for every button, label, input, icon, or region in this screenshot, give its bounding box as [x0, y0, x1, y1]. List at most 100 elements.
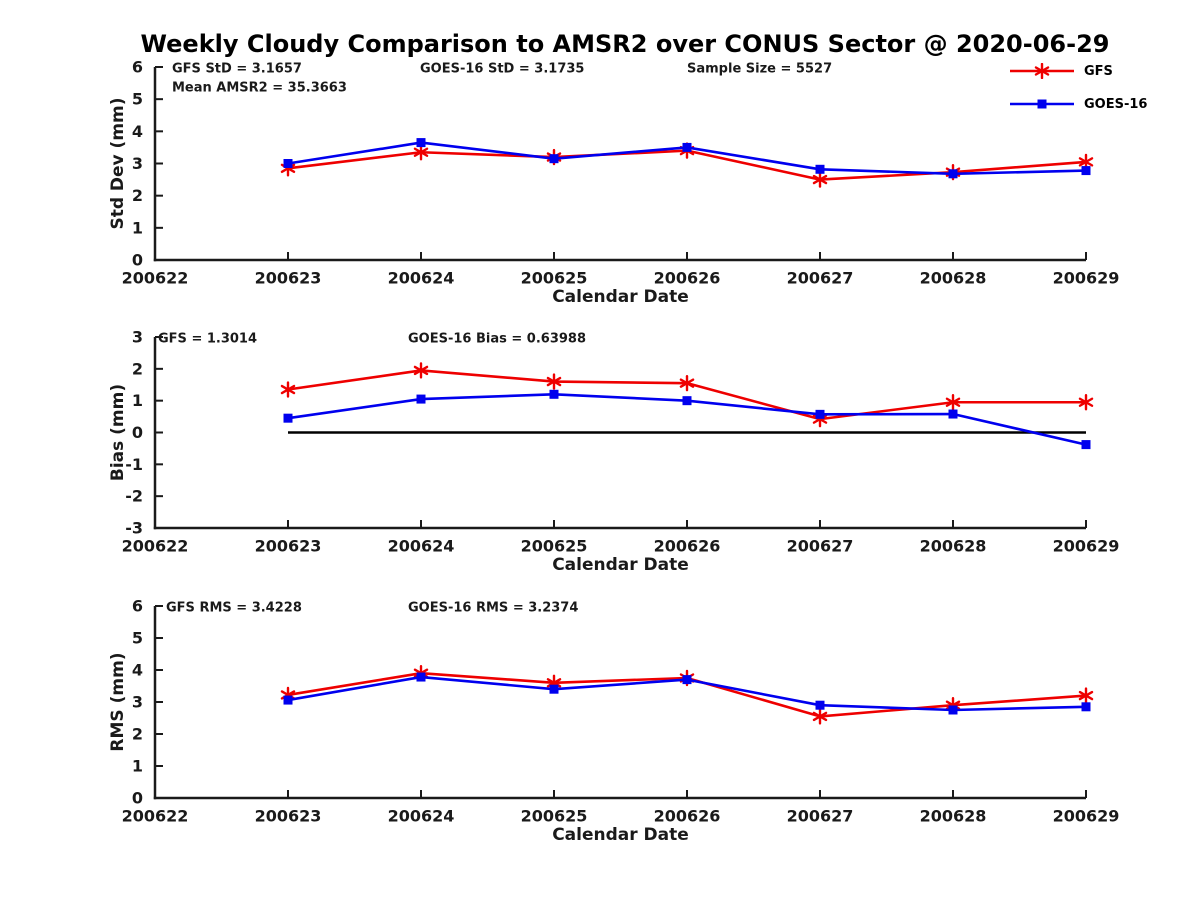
rms-x-axis-label: Calendar Date: [552, 825, 689, 845]
bias-x-tick-label: 200623: [255, 537, 322, 556]
stddev-series-gfs-marker: [812, 171, 828, 188]
stddev-y-tick-label: 1: [132, 218, 143, 237]
bias-series-goes-16-marker: [1081, 440, 1091, 450]
rms-x-tick-label: 200628: [920, 807, 987, 826]
bias-x-tick-label: 200626: [654, 537, 721, 556]
bias-y-tick-label: -2: [125, 487, 143, 506]
bias-x-tick-label: 200625: [521, 537, 588, 556]
stddev-x-tick-label: 200623: [255, 269, 322, 288]
stddev-y-axis-label: Std Dev (mm): [108, 97, 128, 229]
rms-y-tick-label: 4: [132, 661, 143, 680]
rms-y-tick-label: 1: [132, 757, 143, 776]
stddev-x-axis-label: Calendar Date: [552, 287, 689, 307]
stddev-series-goes-16-marker: [1081, 166, 1091, 176]
bias-series-goes-16-marker: [815, 409, 825, 419]
goes16-line-marker-icon: [1010, 99, 1074, 109]
stddev-x-tick-label: 200628: [920, 269, 987, 288]
bias-y-axis-label: Bias (mm): [108, 384, 128, 481]
bias-y-tick-label: 2: [132, 359, 143, 378]
legend-label-gfs: GFS: [1084, 63, 1113, 79]
stddev-series-gfs-marker: [413, 144, 429, 161]
bias-x-tick-label: 200628: [920, 537, 987, 556]
rms-x-tick-label: 200622: [122, 807, 189, 826]
legend: GFS GOES-16: [1008, 60, 1188, 126]
gfs-line-marker-icon: [1010, 63, 1074, 79]
legend-marker-1: [1037, 99, 1047, 109]
bias-series-gfs-marker: [679, 374, 695, 392]
stddev-annotation: GOES-16 StD = 3.1735: [420, 62, 584, 77]
rms-y-tick-label: 0: [132, 789, 143, 808]
rms-series-goes-16-marker: [1081, 702, 1091, 712]
bias-series-gfs-marker: [413, 362, 429, 379]
rms-series-gfs-marker: [812, 708, 828, 725]
rms-series-goes-16-marker: [948, 705, 958, 715]
rms-y-tick-label: 5: [132, 629, 143, 648]
rms-y-tick-label: 3: [132, 693, 143, 712]
bias-x-axis-label: Calendar Date: [552, 555, 689, 575]
stddev-y-tick-label: 0: [132, 251, 143, 270]
stddev-annotation: Sample Size = 5527: [687, 62, 832, 77]
bias-y-tick-label: -1: [125, 455, 143, 474]
legend-entry-goes16: GOES-16: [1008, 93, 1188, 115]
rms-x-tick-label: 200623: [255, 807, 322, 826]
rms-series-goes-16-marker: [283, 695, 293, 705]
bias-x-tick-label: 200627: [787, 537, 854, 556]
rms-x-tick-label: 200626: [654, 807, 721, 826]
bias-chart: -3 -2 -1 0 1 2 3 200622 200623 200624 200625 200626…: [108, 328, 1119, 576]
bias-annotation: GOES-16 Bias = 0.63988: [408, 332, 586, 347]
rms-y-tick-label: 2: [132, 725, 143, 744]
bias-x-tick-label: 200629: [1053, 537, 1120, 556]
rms-series-goes-16-marker: [549, 684, 559, 694]
bias-series-gfs-marker: [280, 381, 296, 398]
stddev-x-tick-label: 200622: [122, 269, 189, 288]
rms-series-goes-16-marker: [416, 672, 426, 682]
stddev-chart: 0 1 2 3 4 5 6 200622 200623 200624 200625 200626 200…: [108, 58, 1119, 308]
legend-label-goes16: GOES-16: [1084, 96, 1148, 112]
rms-x-tick-label: 200625: [521, 807, 588, 826]
stddev-annotation: GFS StD = 3.1657: [172, 62, 302, 77]
bias-x-tick-label: 200622: [122, 537, 189, 556]
stddev-x-tick-label: 200629: [1053, 269, 1120, 288]
bias-series-goes-16-marker: [283, 413, 293, 423]
stddev-y-tick-label: 2: [132, 186, 143, 205]
bias-y-tick-label: -3: [125, 519, 143, 538]
rms-series-goes-16-marker: [682, 675, 692, 685]
rms-y-tick-label: 6: [132, 597, 143, 616]
bias-series-goes-16-marker: [549, 389, 559, 399]
page-title: Weekly Cloudy Comparison to AMSR2 over C…: [140, 30, 1110, 58]
rms-series-gfs-marker: [1078, 687, 1094, 704]
stddev-y-tick-label: 5: [132, 90, 143, 109]
bias-series-gfs-marker: [546, 373, 562, 390]
rms-x-tick-label: 200624: [388, 807, 455, 826]
legend-entry-gfs: GFS: [1008, 60, 1188, 82]
bias-series-gfs-marker: [945, 394, 961, 411]
stddev-x-tick-label: 200627: [787, 269, 854, 288]
stddev-x-tick-label: 200625: [521, 269, 588, 288]
rms-series-goes-16-marker: [815, 700, 825, 710]
stddev-series-goes-16-marker: [416, 138, 426, 148]
rms-annotation: GFS RMS = 3.4228: [166, 601, 302, 616]
stddev-series-goes-16-marker: [948, 169, 958, 179]
bias-x-tick-label: 200624: [388, 537, 455, 556]
bias-y-tick-label: 0: [132, 423, 143, 442]
stddev-annotation: Mean AMSR2 = 35.3663: [172, 81, 347, 96]
bias-series-goes-16-marker: [416, 394, 426, 404]
stddev-series-goes-16-marker: [283, 159, 293, 168]
stddev-series-goes-16-marker: [549, 154, 559, 164]
bias-y-tick-label: 1: [132, 391, 143, 410]
bias-y-tick-label: 3: [132, 328, 143, 347]
stddev-series-goes-16-marker: [682, 142, 692, 152]
rms-x-tick-label: 200627: [787, 807, 854, 826]
legend-marker-0: [1034, 63, 1050, 79]
rms-x-tick-label: 200629: [1053, 807, 1120, 826]
bias-series-goes-16-marker: [682, 396, 692, 406]
rms-annotation: GOES-16 RMS = 3.2374: [408, 601, 578, 616]
stddev-y-tick-label: 3: [132, 154, 143, 173]
bias-annotation: GFS = 1.3014: [158, 332, 257, 347]
stddev-x-tick-label: 200624: [388, 269, 455, 288]
stddev-y-tick-label: 4: [132, 122, 143, 141]
stddev-y-tick-label: 6: [132, 58, 143, 77]
stddev-x-tick-label: 200626: [654, 269, 721, 288]
